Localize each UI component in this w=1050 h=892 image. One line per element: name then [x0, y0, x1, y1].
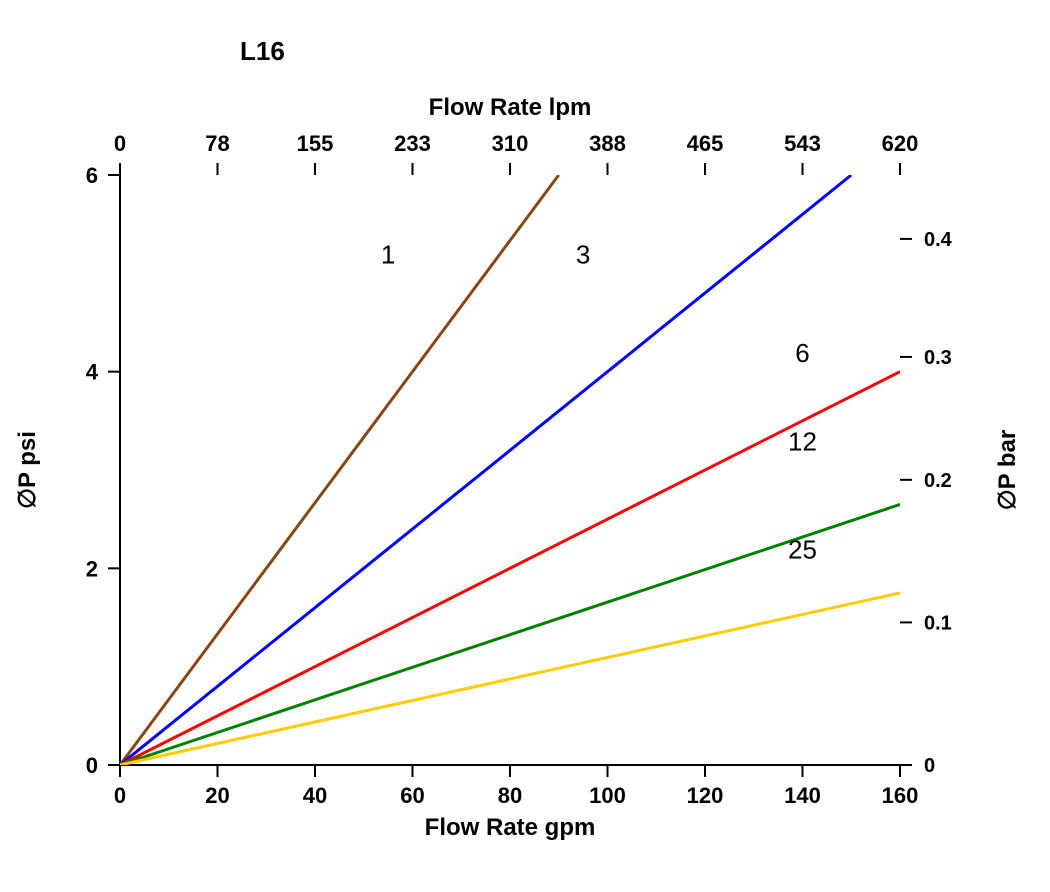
axis-right-title: ∅P bar: [994, 430, 1021, 511]
axis-right-tick-label: 0.3: [924, 347, 952, 369]
axis-bottom-tick-label: 20: [205, 783, 229, 808]
axis-right-tick-label: 0.2: [924, 470, 952, 492]
axis-top-tick-label: 0: [114, 131, 126, 156]
axis-bottom-tick-label: 120: [687, 783, 724, 808]
series-label: 6: [795, 338, 809, 368]
axis-left-tick-label: 2: [86, 556, 98, 581]
chart-container: L16Flow Rate lpm078155233310388465543620…: [0, 0, 1050, 892]
axis-top-tick-label: 233: [394, 131, 431, 156]
axis-bottom-tick-label: 140: [784, 783, 821, 808]
axis-right-tick-label: 0.4: [924, 229, 953, 251]
chart-title: L16: [240, 36, 285, 66]
axis-left-tick-label: 6: [86, 163, 98, 188]
axis-bottom-tick-label: 0: [114, 783, 126, 808]
axis-bottom-tick-label: 160: [882, 783, 919, 808]
series-label: 25: [788, 535, 817, 565]
axis-top-tick-label: 310: [492, 131, 529, 156]
axis-bottom-tick-label: 60: [400, 783, 424, 808]
series-label: 12: [788, 426, 817, 456]
axis-left-title: ∅P psi: [14, 431, 41, 509]
axis-bottom-tick-label: 100: [589, 783, 626, 808]
line-chart: L16Flow Rate lpm078155233310388465543620…: [0, 0, 1050, 892]
axis-top-tick-label: 465: [687, 131, 724, 156]
axis-top-tick-label: 155: [297, 131, 334, 156]
series-label: 1: [381, 240, 395, 270]
axis-right-tick-label: 0.1: [924, 612, 952, 634]
axis-right-tick-label: 0: [924, 755, 935, 777]
axis-left-tick-label: 4: [86, 360, 99, 385]
axis-top-tick-label: 543: [784, 131, 821, 156]
axis-left-tick-label: 0: [86, 753, 98, 778]
axis-top-tick-label: 620: [882, 131, 919, 156]
axis-top-title: Flow Rate lpm: [429, 94, 592, 121]
axis-top-tick-label: 388: [589, 131, 626, 156]
axis-top-tick-label: 78: [205, 131, 229, 156]
series-label: 3: [576, 240, 590, 270]
axis-bottom-title: Flow Rate gpm: [425, 814, 596, 841]
axis-bottom-tick-label: 40: [303, 783, 327, 808]
axis-bottom-tick-label: 80: [498, 783, 522, 808]
